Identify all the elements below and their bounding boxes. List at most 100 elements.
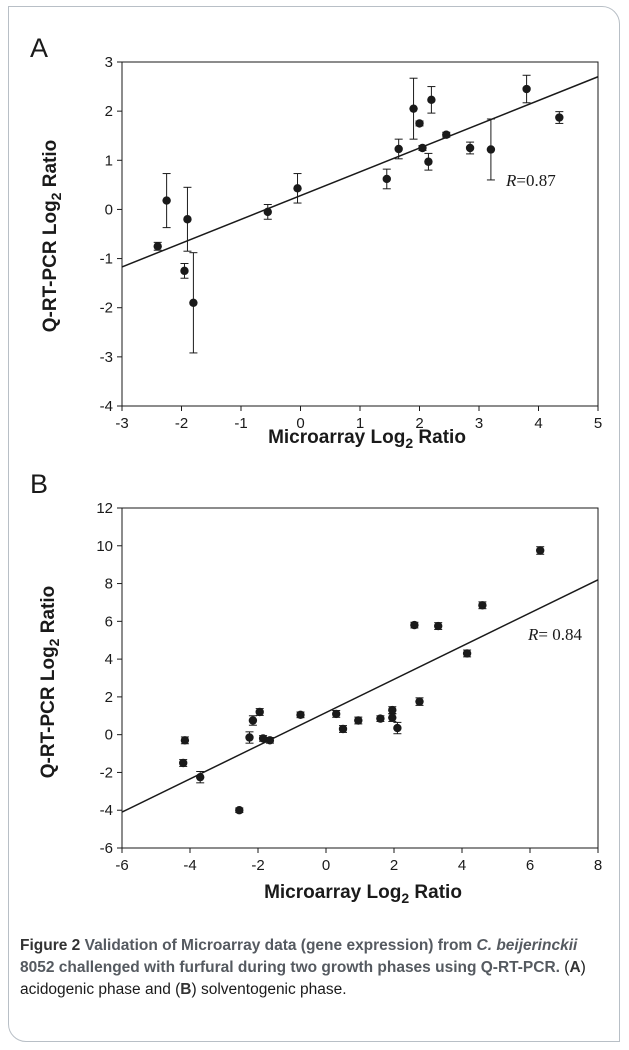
y-tick-label-a: 3 [105, 54, 113, 71]
y-tick-label-b: -2 [100, 764, 113, 781]
y-tick-label-b: 12 [96, 500, 113, 517]
x-axis-title-b: Microarray Log2 Ratio [264, 882, 462, 906]
figure-label: Figure 2 [20, 937, 81, 954]
data-point-b [536, 546, 545, 555]
panel-letter-b: B [30, 469, 48, 499]
caption-title-2: 8052 challenged with furfural during two… [20, 959, 560, 976]
x-axis-title-a: Microarray Log2 Ratio [268, 427, 466, 451]
y-axis-title-a: Q-RT-PCR Log2 Ratio [40, 140, 64, 333]
y-tick-label-a: -3 [100, 349, 113, 366]
x-tick-label-b: 0 [322, 857, 330, 874]
y-tick-label-a: -4 [100, 398, 113, 415]
x-tick-label-a: 5 [594, 415, 602, 432]
y-tick-label-a: 1 [105, 152, 113, 169]
x-tick-label-b: -6 [115, 857, 128, 874]
data-point-a [415, 119, 424, 128]
x-tick-label-b: -2 [251, 857, 264, 874]
data-point-b [478, 601, 487, 610]
y-tick-label-b: 2 [105, 689, 113, 706]
data-point-b [245, 733, 254, 742]
y-tick-label-a: -2 [100, 300, 113, 317]
data-point-b [255, 707, 264, 717]
caption-letter-a: A [569, 959, 581, 976]
caption-letter-b: B [180, 981, 192, 998]
x-tick-label-a: 0 [296, 415, 304, 432]
caption-title-1: Validation of Microarray data (gene expr… [80, 937, 477, 954]
y-tick-label-b: 4 [105, 651, 113, 668]
x-tick-label-a: -3 [115, 415, 128, 432]
x-tick-label-b: -4 [183, 857, 196, 874]
data-point-a [522, 84, 531, 94]
data-point-b [248, 716, 258, 725]
data-point-a [382, 174, 391, 184]
caption-organism: C. beijerinckii [476, 937, 578, 954]
regression-line-a [121, 76, 599, 268]
data-point-b [235, 806, 244, 815]
data-point-b [388, 713, 397, 722]
data-point-b [354, 716, 363, 725]
data-point-b [434, 621, 443, 631]
regression-line-b [121, 579, 599, 813]
data-point-a [486, 145, 496, 154]
data-point-a [183, 215, 192, 224]
data-point-b [332, 709, 341, 719]
data-point-b [180, 736, 190, 745]
data-point-a [153, 242, 162, 251]
caption-text-b: ) solventogenic phase. [191, 981, 347, 998]
x-tick-label-b: 6 [526, 857, 534, 874]
data-point-a [465, 143, 475, 153]
y-tick-label-a: 2 [105, 103, 113, 120]
caption-text-a: ) acidogenic phase and ( [20, 959, 586, 998]
y-tick-label-b: 8 [105, 576, 113, 593]
y-tick-label-a: -1 [100, 251, 113, 268]
data-point-a [162, 196, 171, 205]
figure-frame [8, 6, 620, 1042]
data-point-b [462, 649, 472, 658]
y-tick-label-b: -4 [100, 802, 113, 819]
x-tick-label-a: 4 [534, 415, 542, 432]
data-point-a [180, 266, 189, 276]
x-tick-label-b: 2 [390, 857, 398, 874]
r-label-b: R= 0.84 [527, 625, 582, 644]
data-point-a [189, 298, 198, 307]
data-point-b [393, 723, 402, 733]
caption-paren-open: ( [559, 959, 570, 976]
data-point-b [296, 710, 305, 720]
data-point-b [338, 724, 348, 734]
x-tick-label-b: 8 [594, 857, 602, 874]
x-tick-label-b: 4 [458, 857, 466, 874]
data-point-a [424, 157, 433, 166]
data-point-a [263, 207, 272, 217]
x-tick-label-a: -2 [175, 415, 188, 432]
data-point-a [293, 184, 302, 193]
r-label-a: R=0.87 [505, 171, 556, 190]
data-point-b [179, 758, 188, 768]
data-point-b [410, 620, 419, 630]
data-point-a [409, 104, 418, 113]
x-tick-label-a: 1 [356, 415, 364, 432]
y-tick-label-b: 6 [105, 613, 113, 630]
figure-caption: Figure 2 Validation of Microarray data (… [20, 935, 605, 1001]
y-axis-title-b: Q-RT-PCR Log2 Ratio [38, 586, 62, 779]
data-point-a [555, 113, 564, 122]
y-tick-label-b: 10 [96, 538, 113, 555]
plot-area-b [121, 507, 599, 849]
y-tick-label-a: 0 [105, 201, 113, 218]
data-point-b [388, 705, 397, 715]
data-point-b [258, 734, 268, 743]
plot-area-a [121, 61, 599, 407]
x-tick-label-a: 3 [475, 415, 483, 432]
data-point-b [196, 772, 205, 782]
data-point-a [394, 144, 403, 154]
y-tick-label-b: 0 [105, 727, 113, 744]
data-point-b [415, 697, 424, 706]
x-tick-label-a: 2 [415, 415, 423, 432]
y-tick-label-b: -6 [100, 840, 113, 857]
data-point-a [427, 95, 436, 105]
data-point-a [442, 130, 451, 139]
data-point-b [265, 736, 275, 745]
data-point-a [418, 143, 427, 153]
x-tick-label-a: -1 [234, 415, 247, 432]
data-point-b [376, 714, 385, 723]
